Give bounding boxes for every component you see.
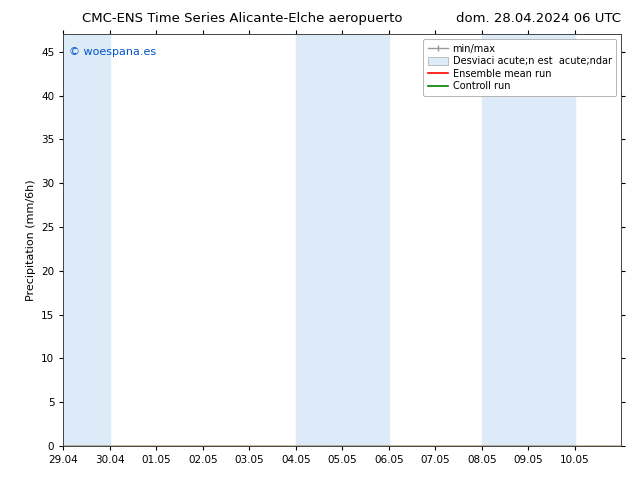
Text: CMC-ENS Time Series Alicante-Elche aeropuerto: CMC-ENS Time Series Alicante-Elche aerop…: [82, 12, 403, 25]
Text: © woespana.es: © woespana.es: [69, 47, 156, 57]
Bar: [63, 34, 110, 446]
Bar: [296, 34, 389, 446]
Y-axis label: Precipitation (mm/6h): Precipitation (mm/6h): [25, 179, 36, 301]
Bar: [482, 34, 575, 446]
Legend: min/max, Desviaci acute;n est  acute;ndar, Ensemble mean run, Controll run: min/max, Desviaci acute;n est acute;ndar…: [424, 39, 616, 96]
Text: dom. 28.04.2024 06 UTC: dom. 28.04.2024 06 UTC: [456, 12, 621, 25]
